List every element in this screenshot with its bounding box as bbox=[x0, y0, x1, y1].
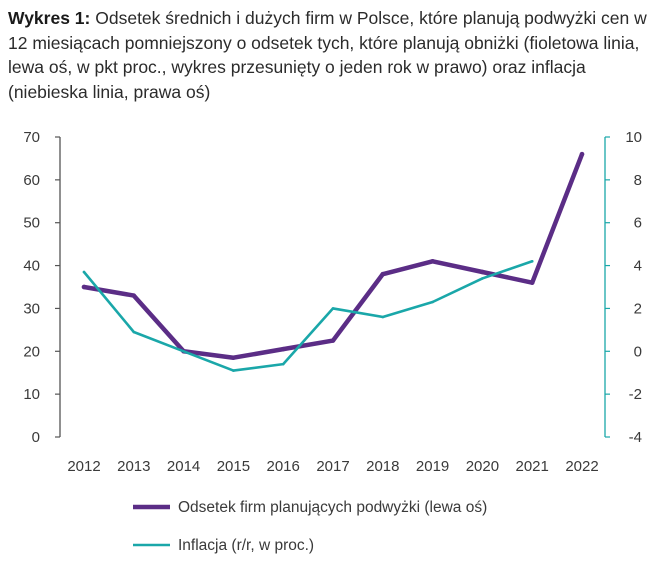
data-point-violet bbox=[579, 151, 585, 157]
data-point-violet bbox=[280, 346, 286, 352]
left-axis-tick-label: 20 bbox=[23, 343, 40, 360]
right-axis-tick-label: -4 bbox=[629, 429, 642, 446]
x-axis-tick-label: 2021 bbox=[516, 458, 549, 475]
left-axis-tick-label: 10 bbox=[23, 386, 40, 403]
data-point-teal bbox=[281, 362, 285, 366]
series-line-teal bbox=[82, 259, 534, 372]
data-point-violet bbox=[330, 338, 336, 343]
left-axis-tick-label: 50 bbox=[23, 215, 40, 232]
x-axis-tick-label: 2016 bbox=[267, 458, 300, 475]
data-point-teal bbox=[530, 259, 534, 263]
left-axis-tick-label: 60 bbox=[23, 172, 40, 189]
right-axis-tick-label: 0 bbox=[634, 343, 642, 360]
data-point-teal bbox=[331, 307, 335, 310]
right-axis-tick-label: -2 bbox=[629, 386, 642, 403]
data-point-violet bbox=[480, 269, 485, 275]
right-axis-tick-label: 2 bbox=[634, 300, 642, 317]
data-point-teal bbox=[132, 330, 136, 334]
chart-title-label: Wykres 1: bbox=[8, 8, 91, 28]
series-line-violet bbox=[81, 151, 585, 360]
chart-title-text: Odsetek średnich i dużych firm w Polsce,… bbox=[8, 8, 647, 102]
x-axis-tick-label: 2012 bbox=[67, 458, 100, 475]
x-axis-tick-label: 2015 bbox=[217, 458, 250, 475]
x-axis-tick-label: 2014 bbox=[167, 458, 200, 475]
x-axis-tick-label: 2019 bbox=[416, 458, 449, 475]
legend-label: Inflacja (r/r, w proc.) bbox=[178, 537, 314, 554]
x-axis-tick-label: 2017 bbox=[316, 458, 349, 475]
left-axis-tick-label: 40 bbox=[23, 258, 40, 275]
legend-label: Odsetek firm planujących podwyżki (lewa … bbox=[178, 499, 487, 516]
data-point-violet bbox=[131, 293, 137, 298]
data-point-teal bbox=[431, 300, 434, 304]
data-point-teal bbox=[232, 369, 235, 372]
left-axis-tick-label: 30 bbox=[23, 300, 40, 317]
x-axis-tick-label: 2020 bbox=[466, 458, 499, 475]
left-axis-tick-label: 0 bbox=[32, 429, 40, 446]
right-axis-tick-label: 8 bbox=[634, 172, 642, 189]
data-point-violet bbox=[380, 271, 386, 277]
chart-title: Wykres 1: Odsetek średnich i dużych firm… bbox=[8, 6, 658, 104]
data-point-teal bbox=[82, 270, 86, 274]
x-axis-tick-label: 2013 bbox=[117, 458, 150, 475]
data-point-violet bbox=[430, 259, 435, 264]
data-point-teal bbox=[381, 315, 385, 319]
right-axis-tick-label: 4 bbox=[634, 258, 642, 275]
right-axis-tick-label: 10 bbox=[625, 129, 642, 146]
left-axis-tick-label: 70 bbox=[23, 129, 40, 146]
data-point-teal bbox=[481, 277, 484, 280]
x-axis-tick-label: 2018 bbox=[366, 458, 399, 475]
data-point-violet bbox=[231, 355, 236, 360]
right-axis-tick-label: 6 bbox=[634, 215, 642, 232]
data-point-violet bbox=[529, 280, 535, 285]
data-point-violet bbox=[81, 284, 87, 290]
data-point-teal bbox=[182, 349, 185, 353]
x-axis-tick-label: 2022 bbox=[565, 458, 598, 475]
